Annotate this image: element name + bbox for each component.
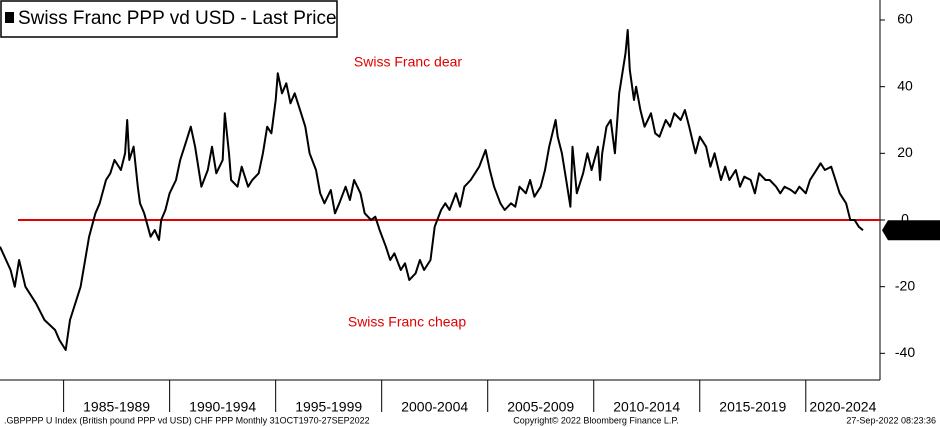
price-line: [0, 29, 864, 351]
y-tick-label: 20: [897, 144, 913, 160]
x-tick-label: 1985-1989: [83, 399, 150, 415]
y-tick-label: -20: [895, 277, 915, 293]
x-tick-label: 2010-2014: [613, 399, 680, 415]
annotation: Swiss Franc dear: [354, 54, 462, 70]
x-tick-label: 2005-2009: [507, 399, 574, 415]
footer-date: 27-Sep-2022 08:23:36: [846, 415, 936, 425]
footer-copyright: Copyright© 2022 Bloomberg Finance L.P.: [513, 415, 679, 425]
x-tick-label: 1995-1999: [295, 399, 362, 415]
x-tick-label: 1990-1994: [189, 399, 256, 415]
y-tick-label: 60: [897, 11, 913, 27]
y-tick-label: 0: [901, 211, 909, 227]
title-icon: [5, 12, 14, 23]
last-price-label: -3.0852: [890, 222, 938, 238]
footer-source: .GBPPPP U Index (British pound PPP vd US…: [4, 415, 370, 425]
x-tick-label: 2000-2004: [401, 399, 468, 415]
title-box: [0, 0, 338, 38]
last-price-badge: [882, 220, 940, 241]
chart-title: Swiss Franc PPP vd USD - Last Price: [18, 8, 337, 29]
y-tick-label: 40: [897, 77, 913, 93]
annotation: Swiss Franc cheap: [348, 314, 466, 330]
y-tick-label: -40: [895, 344, 915, 360]
x-tick-label: 2015-2019: [719, 399, 786, 415]
x-tick-label: 2020-2024: [809, 399, 876, 415]
